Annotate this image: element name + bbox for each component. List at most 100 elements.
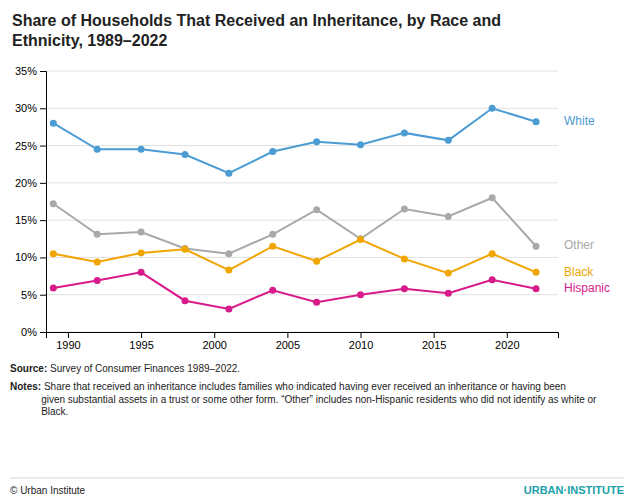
- point: [489, 250, 496, 257]
- x-tick: 2000: [202, 332, 226, 351]
- point: [138, 146, 145, 153]
- y-tick-mark: [40, 332, 46, 333]
- y-tick-label: 35%: [15, 65, 37, 77]
- point: [225, 267, 232, 274]
- series-label: White: [564, 114, 595, 128]
- grid-line: [46, 71, 558, 72]
- x-tick-mark: [214, 332, 215, 338]
- x-tick: 1990: [56, 332, 80, 351]
- x-tick-label: 1990: [56, 339, 80, 351]
- series: [50, 269, 540, 313]
- marks: [50, 105, 540, 313]
- y-tick-label: 20%: [15, 177, 37, 189]
- x-tick-mark: [507, 332, 508, 338]
- line: [53, 272, 536, 309]
- series-label: Hispanic: [564, 281, 610, 295]
- source-label: Source:: [10, 363, 47, 374]
- point: [313, 299, 320, 306]
- point: [225, 250, 232, 257]
- separator: [10, 478, 624, 479]
- point: [489, 194, 496, 201]
- point: [357, 291, 364, 298]
- x-tick: 2010: [349, 332, 373, 351]
- series: [50, 194, 540, 257]
- brand: URBAN·INSTITUTE: [524, 484, 624, 496]
- point: [50, 120, 57, 127]
- point: [357, 141, 364, 148]
- x-tick-label: 2020: [495, 339, 519, 351]
- series: [50, 236, 540, 277]
- chart: Share of Households That Received an Inh…: [0, 0, 634, 504]
- x-axis: 1990199520002005201020152020: [47, 332, 559, 351]
- y-tick: 30%: [15, 102, 46, 114]
- point: [138, 229, 145, 236]
- y-tick-label: 5%: [21, 289, 37, 301]
- y-tick-mark: [40, 220, 46, 221]
- y-axis-line: [40, 72, 47, 333]
- point: [401, 129, 408, 136]
- y-tick: 20%: [15, 177, 46, 189]
- y-tick-label: 30%: [15, 102, 37, 114]
- x-tick-label: 2010: [349, 339, 373, 351]
- point: [357, 236, 364, 243]
- notes-label: Notes:: [10, 381, 41, 392]
- point: [533, 243, 540, 250]
- grid-line: [46, 108, 558, 109]
- point: [445, 270, 452, 277]
- x-tick-label: 1995: [129, 339, 153, 351]
- copyright: © Urban Institute: [10, 485, 86, 496]
- y-tick: 15%: [15, 214, 46, 226]
- line: [53, 108, 536, 173]
- point: [50, 200, 57, 207]
- point: [50, 285, 57, 292]
- line: [53, 198, 536, 254]
- series-label: Black: [564, 265, 594, 279]
- x-tick-mark: [68, 332, 69, 338]
- series-labels: White Other Black Hispanic: [564, 114, 610, 295]
- point: [50, 250, 57, 257]
- y-axis: 0%5%10%15%20%25%30%35%: [15, 65, 47, 338]
- point: [313, 206, 320, 213]
- point: [313, 138, 320, 145]
- point: [533, 285, 540, 292]
- point: [225, 305, 232, 312]
- point: [533, 118, 540, 125]
- point: [269, 287, 276, 294]
- point: [401, 285, 408, 292]
- y-tick-mark: [40, 183, 46, 184]
- y-tick-label: 0%: [21, 326, 37, 338]
- point: [269, 148, 276, 155]
- x-tick-mark: [287, 332, 288, 338]
- point: [445, 213, 452, 220]
- grid-line: [46, 294, 558, 295]
- x-tick-mark: [361, 332, 362, 338]
- point: [225, 170, 232, 177]
- point: [401, 255, 408, 262]
- footer: Source: Survey of Consumer Finances 1989…: [10, 363, 624, 496]
- y-tick: 5%: [21, 289, 46, 301]
- point: [94, 258, 101, 265]
- x-tick: 2015: [422, 332, 446, 351]
- point: [401, 205, 408, 212]
- y-tick: 25%: [15, 140, 46, 152]
- y-tick-label: 15%: [15, 214, 37, 226]
- point: [138, 269, 145, 276]
- notes-body: Share that received an inheritance inclu…: [41, 381, 597, 417]
- point: [94, 231, 101, 238]
- series-label: Other: [564, 238, 594, 252]
- source: Source: Survey of Consumer Finances 1989…: [10, 363, 240, 374]
- y-tick-mark: [40, 108, 46, 109]
- grid-line: [46, 220, 558, 221]
- title: Share of Households That Received an Inh…: [12, 12, 501, 49]
- point: [313, 258, 320, 265]
- x-axis-line: [47, 333, 559, 339]
- point: [138, 249, 145, 256]
- point: [94, 277, 101, 284]
- point: [445, 290, 452, 297]
- y-tick-mark: [40, 146, 46, 147]
- point: [181, 246, 188, 253]
- point: [489, 276, 496, 283]
- x-tick: 2020: [495, 332, 519, 351]
- x-tick-mark: [434, 332, 435, 338]
- series: [50, 105, 540, 177]
